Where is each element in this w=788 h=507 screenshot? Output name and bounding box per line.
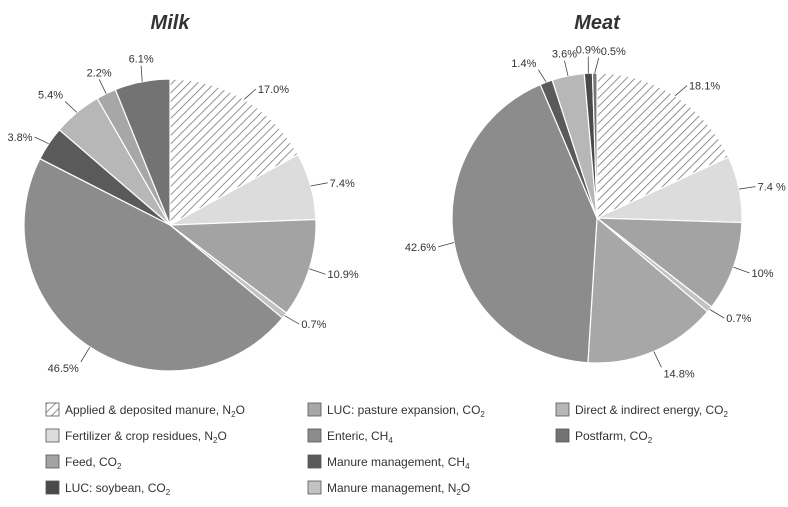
legend-label-mm_ch4: Manure management, CH4 <box>327 455 470 471</box>
milk-title: Milk <box>151 12 191 34</box>
meat-label-manure_n2o: 18.1% <box>689 81 720 93</box>
milk-leader-mm_ch4 <box>35 137 49 144</box>
milk-leader-energy_co2 <box>65 101 77 112</box>
legend-label-feed_co2: Feed, CO2 <box>65 455 122 471</box>
meat-leader-manure_n2o <box>675 86 687 96</box>
milk-label-manure_n2o: 17.0% <box>258 84 289 96</box>
meat-pie: 18.1% 7.4 % 10% 0.7% 14.8% 42.6% 1.4% 3.6%0.9%0… <box>405 44 786 380</box>
meat-label-mm_n2o: 0.7% <box>726 313 751 325</box>
meat-label-postfarm_co2: 0.5% <box>601 46 626 58</box>
legend-label-luc_soy_co2: LUC: soybean, CO2 <box>65 481 171 497</box>
milk-pie: 17.0% 7.4% 10.9% 0.7% 46.5% 3.8% 5.4% 2.2% 6.1% <box>7 54 358 375</box>
legend-swatch-mm_n2o <box>308 481 321 494</box>
milk-leader-manure_n2o <box>244 89 256 99</box>
milk-leader-fert_n2o <box>311 183 328 186</box>
legend-swatch-fert_n2o <box>46 429 59 442</box>
milk-label-mm_n2o: 0.7% <box>301 319 326 331</box>
legend-swatch-luc_pasture_co2 <box>308 403 321 416</box>
legend-label-enteric_ch4: Enteric, CH4 <box>327 429 393 445</box>
meat-label-mm_ch4: 1.4% <box>511 58 536 70</box>
legend-label-mm_n2o: Manure management, N2O <box>327 481 470 497</box>
milk-leader-postfarm_co2 <box>141 66 142 82</box>
legend-swatch-enteric_ch4 <box>308 429 321 442</box>
meat-leader-feed_co2 <box>733 267 749 273</box>
milk-leader-luc_pasture_co2 <box>99 79 106 93</box>
meat-leader-mm_ch4 <box>538 70 546 82</box>
legend-label-fert_n2o: Fertilizer & crop residues, N2O <box>65 429 227 445</box>
legend-label-manure_n2o: Applied & deposited manure, N2O <box>65 403 245 419</box>
meat-label-fert_n2o: 7.4 % <box>758 182 786 194</box>
milk-leader-mm_n2o <box>285 316 300 325</box>
milk-label-mm_ch4: 3.8% <box>7 132 32 144</box>
meat-leader-luc_pasture_co2 <box>654 351 662 367</box>
milk-label-luc_pasture_co2: 2.2% <box>87 67 112 79</box>
meat-leader-enteric_ch4 <box>438 242 454 246</box>
legend-swatch-energy_co2 <box>556 403 569 416</box>
meat-leader-mm_n2o <box>710 309 725 318</box>
meat-leader-fert_n2o <box>739 187 756 189</box>
milk-label-fert_n2o: 7.4% <box>330 178 355 190</box>
meat-label-energy_co2: 3.6% <box>552 49 577 61</box>
legend-swatch-mm_ch4 <box>308 455 321 468</box>
legend-swatch-luc_soy_co2 <box>46 481 59 494</box>
meat-label-luc_pasture_co2: 14.8% <box>663 368 694 380</box>
legend-swatch-feed_co2 <box>46 455 59 468</box>
legend-label-energy_co2: Direct & indirect energy, CO2 <box>575 403 729 419</box>
milk-label-enteric_ch4: 46.5% <box>48 363 79 375</box>
meat-label-luc_soy_co2: 0.9% <box>576 44 601 56</box>
legend-swatch-postfarm_co2 <box>556 429 569 442</box>
milk-label-feed_co2: 10.9% <box>328 269 359 281</box>
meat-leader-energy_co2 <box>564 61 568 76</box>
legend-swatch-manure_n2o <box>46 403 59 416</box>
meat-title: Meat <box>574 12 621 34</box>
milk-label-energy_co2: 5.4% <box>38 89 63 101</box>
milk-leader-enteric_ch4 <box>81 347 90 362</box>
legend-label-luc_pasture_co2: LUC: pasture expansion, CO2 <box>327 403 485 419</box>
milk-leader-feed_co2 <box>309 269 325 274</box>
meat-label-feed_co2: 10% <box>752 268 774 280</box>
milk-label-postfarm_co2: 6.1% <box>129 54 154 66</box>
meat-label-enteric_ch4: 42.6% <box>405 242 436 254</box>
legend: Applied & deposited manure, N2O Fertilize… <box>46 403 729 497</box>
meat-leader-postfarm_co2 <box>595 58 599 73</box>
legend-label-postfarm_co2: Postfarm, CO2 <box>575 429 653 445</box>
